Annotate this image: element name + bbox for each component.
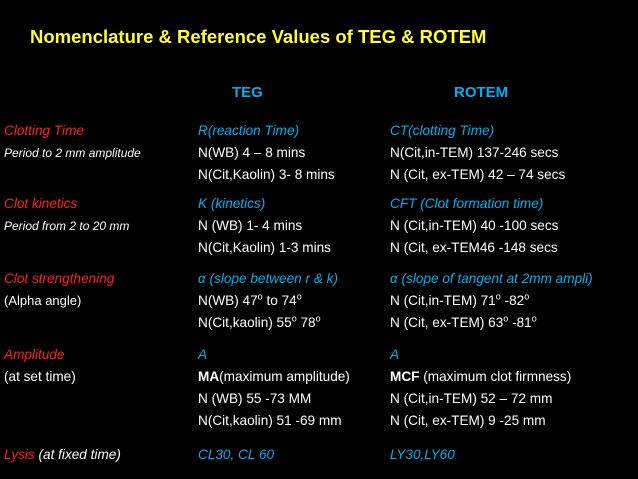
row-sub-clotting-time: Period to 2 mm amplitude <box>4 146 141 160</box>
rotem-header: ROTEM <box>454 84 509 101</box>
teg-k-heading: K (kinetics) <box>198 196 266 211</box>
rotem-cft-heading: CFT (Clot formation time) <box>390 196 544 211</box>
rotem-alpha-extem: N (Cit, ex-TEM) 63o -81o <box>390 313 537 330</box>
rotem-mcf-intem: N (Cit,in-TEM) 52 – 72 mm <box>390 391 553 406</box>
row-label-amplitude: Amplitude <box>4 347 65 362</box>
rotem-cft-extem: N (Cit, ex-TEM46 -148 secs <box>390 240 558 255</box>
degree-mark: o <box>291 313 297 324</box>
teg-alpha-heading: α (slope between r & k) <box>198 271 338 286</box>
rotem-alpha-heading: α (slope of tangent at 2mm ampli) <box>390 271 593 286</box>
teg-ma-wb: N (WB) 55 -73 MM <box>198 391 312 406</box>
degree-mark: o <box>257 291 263 302</box>
degree-mark: o <box>315 313 321 324</box>
row-label-clot-kinetics: Clot kinetics <box>4 196 78 211</box>
row-sub-at-set-time: (at set time) <box>4 369 76 384</box>
degree-mark: o <box>503 313 509 324</box>
teg-alpha-kaolin: N(Cit,kaolin) 55o 78o <box>198 313 321 330</box>
teg-k-wb: N (WB) 1- 4 mins <box>198 218 303 233</box>
degree-mark: o <box>531 313 537 324</box>
teg-header: TEG <box>232 84 263 101</box>
rotem-ct-intem: N(Cit,in-TEM) 137-246 secs <box>390 145 559 160</box>
rotem-lysis: LY30,LY60 <box>390 447 455 462</box>
rotem-mcf-extem: N (Cit, ex-TEM) 9 -25 mm <box>390 413 546 428</box>
teg-lysis: CL30, CL 60 <box>198 447 275 462</box>
rotem-ct-extem: N (Cit, ex-TEM) 42 – 74 secs <box>390 167 566 182</box>
alpha-symbol: α <box>198 271 206 286</box>
teg-ma-kaolin: N(Cit,kaolin) 51 -69 mm <box>198 413 342 428</box>
row-sub-clot-kinetics: Period from 2 to 20 mm <box>4 219 130 233</box>
degree-mark: o <box>524 291 530 302</box>
row-label-lysis: Lysis (at fixed time) <box>4 447 121 462</box>
row-label-clotting-time: Clotting Time <box>4 123 84 138</box>
row-label-clot-strengthening: Clot strengthening <box>4 271 115 286</box>
teg-r-kaolin: N(Cit,Kaolin) 3- 8 mins <box>198 167 335 182</box>
teg-ma-line: MA(maximum amplitude) <box>198 369 350 384</box>
teg-r-wb: N(WB) 4 – 8 mins <box>198 145 306 160</box>
teg-k-kaolin: N(Cit,Kaolin) 1-3 mins <box>198 240 331 255</box>
teg-a-heading: A <box>198 347 208 362</box>
rotem-cft-intem: N (Cit,in-TEM) 40 -100 secs <box>390 218 559 233</box>
row-sub-alpha-angle: (Alpha angle) <box>4 293 82 308</box>
slide-title: Nomenclature & Reference Values of TEG &… <box>30 26 487 47</box>
rotem-alpha-intem: N (Cit,in-TEM) 71o -82o <box>390 291 530 308</box>
teg-alpha-wb: N(WB) 47o to 74o <box>198 291 302 308</box>
rotem-a-heading: A <box>390 347 400 362</box>
degree-mark: o <box>296 291 302 302</box>
degree-mark: o <box>495 291 501 302</box>
rotem-ct-heading: CT(clotting Time) <box>390 123 495 138</box>
teg-r-heading: R(reaction Time) <box>198 123 300 138</box>
rotem-mcf-line: MCF (maximum clot firmness) <box>390 369 572 384</box>
alpha-symbol: α <box>390 271 398 286</box>
